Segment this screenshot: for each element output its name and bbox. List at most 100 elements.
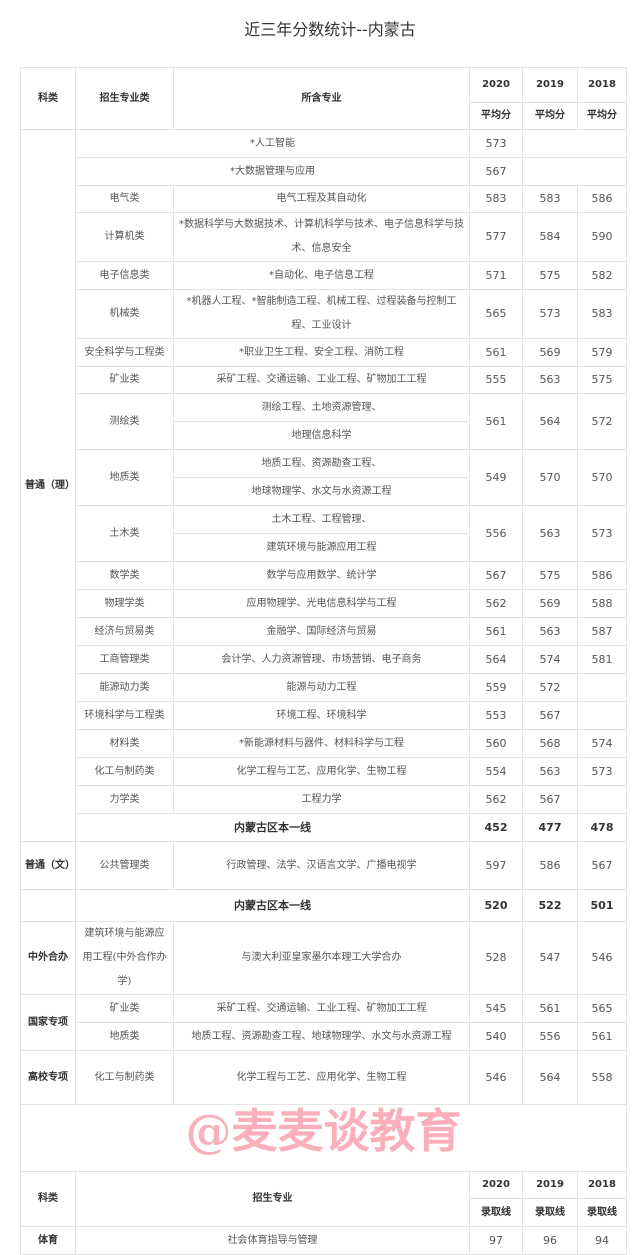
category-cell: 工商管理类: [75, 645, 174, 674]
category-cell: 经济与贸易类: [75, 617, 174, 646]
score-2018: 573: [577, 505, 627, 562]
score-2018: 572: [577, 393, 627, 450]
score-2018: 581: [577, 645, 627, 674]
score-2020: 555: [469, 366, 523, 394]
score-cell: 96: [522, 1226, 578, 1255]
score-cell: 94: [577, 1226, 627, 1255]
major-cell: *机器人工程、*智能制造工程、机械工程、过程装备与控制工程、工业设计: [173, 289, 470, 339]
header-sub: 录取线: [522, 1198, 578, 1227]
table-row: 电气类 电气工程及其自动化 583 583 586: [21, 185, 627, 213]
category-cell: 计算机类: [75, 212, 174, 262]
score-2019: 547: [522, 921, 578, 995]
score-2019: 586: [522, 841, 578, 890]
score-2019: 563: [522, 366, 578, 394]
major-cell: 金融学、国际经济与贸易: [173, 617, 470, 646]
major-cell: 与澳大利亚皇家墨尔本理工大学合办: [173, 921, 470, 995]
kelei-cell: 国家专项: [20, 994, 76, 1051]
header-year: 2018: [577, 1171, 627, 1199]
summary-score: 522: [522, 889, 578, 922]
major-cell: 地理信息科学: [173, 421, 470, 450]
score-2020: 540: [469, 1022, 523, 1051]
spacer-row: @麦麦谈教育: [20, 1104, 627, 1172]
header-sub: 录取线: [469, 1198, 523, 1227]
score-2018: 586: [577, 561, 627, 590]
score-2020: 528: [469, 921, 523, 995]
score-table: 科类 招生专业类 所含专业 2020 2019 2018 平均分 平均分 平均分 普通（理） *人工…: [20, 67, 627, 1255]
score-2019: 583: [522, 185, 578, 213]
kelei-cell: 普通（文）: [20, 841, 76, 890]
category-cell: 矿业类: [75, 366, 174, 394]
score-2019: 567: [522, 701, 578, 730]
score-2020: 561: [469, 338, 523, 367]
score-2018: [577, 673, 627, 702]
major-cell: *人工智能: [75, 129, 470, 158]
major-cell: *自动化、电子信息工程: [173, 261, 470, 290]
score-2020: 577: [469, 212, 523, 262]
table-row: 地质类 地质工程、资源勘查工程、地球物理学、水文与水资源工程 540 556 561: [21, 1022, 627, 1051]
category-cell: 电子信息类: [75, 261, 174, 290]
category-cell: 能源动力类: [75, 673, 174, 702]
score-2018: [577, 701, 627, 730]
score-2019: 575: [522, 561, 578, 590]
page-title: 近三年分数统计--内蒙古: [244, 20, 416, 39]
table-row: 高校专项 化工与制药类 化学工程与工艺、应用化学、生物工程 546 564 558: [20, 1050, 627, 1105]
summary-score: 452: [469, 813, 523, 842]
table-row: 内蒙古区本一线 520 522 501: [20, 889, 627, 922]
score-2019: 574: [522, 645, 578, 674]
score-2020: 565: [469, 289, 523, 339]
score-2018: 582: [577, 261, 627, 290]
score-2018: 561: [577, 1022, 627, 1051]
header-year: 2020: [469, 67, 523, 103]
table-row: 化工与制药类 化学工程与工艺、应用化学、生物工程 554 563 573: [21, 757, 627, 786]
score-2020: 562: [469, 589, 523, 618]
major-cell: 行政管理、法学、汉语言文学、广播电视学: [173, 841, 470, 890]
score-2019: 561: [522, 994, 578, 1023]
score-2020: 564: [469, 645, 523, 674]
kelei-cell: [20, 889, 76, 922]
major-cell: 采矿工程、交通运输、工业工程、矿物加工工程: [173, 366, 470, 394]
category-cell: 土木类: [75, 505, 174, 562]
kelei-cell: 中外合办: [20, 921, 76, 995]
major-cell: 环境工程、环境科学: [173, 701, 470, 730]
major-cell: 能源与动力工程: [173, 673, 470, 702]
table-row: 数学类 数学与应用数学、统计学 567 575 586: [21, 561, 627, 590]
header-kelei: 科类: [20, 1171, 76, 1227]
score-empty: [522, 129, 627, 158]
header-year: 2019: [522, 1171, 578, 1199]
category-cell: 地质类: [75, 449, 174, 506]
table-row: *大数据管理与应用 567: [21, 157, 627, 186]
header-kelei: 科类: [20, 67, 76, 130]
score-2018: 588: [577, 589, 627, 618]
score-2020: 567: [469, 561, 523, 590]
summary-score: 477: [522, 813, 578, 842]
score-2019: 563: [522, 617, 578, 646]
table-row: 材料类 *新能源材料与器件、材料科学与工程 560 568 574: [21, 729, 627, 758]
table-row: 工商管理类 会计学、人力资源管理、市场营销、电子商务 564 574 581: [21, 645, 627, 674]
major-cell: 化学工程与工艺、应用化学、生物工程: [173, 757, 470, 786]
score-2019: 570: [522, 449, 578, 506]
major-cell: 社会体育指导与管理: [75, 1226, 470, 1255]
score-2020: 559: [469, 673, 523, 702]
kelei-cell: 高校专项: [20, 1050, 76, 1105]
category-cell: 环境科学与工程类: [75, 701, 174, 730]
table-row: 电子信息类 *自动化、电子信息工程 571 575 582: [21, 261, 627, 290]
score-2018: 586: [577, 185, 627, 213]
score-2018: 590: [577, 212, 627, 262]
table-row: 体育 社会体育指导与管理 97 96 94: [20, 1226, 627, 1255]
table-row: @麦麦谈教育: [20, 1104, 627, 1172]
table-row: 建筑环境与能源应用工程: [21, 533, 627, 562]
header-year: 2018: [577, 67, 627, 103]
table-row: 力学类 工程力学 562 567: [21, 785, 627, 814]
category-cell: 矿业类: [75, 994, 174, 1023]
score-2020: 556: [469, 505, 523, 562]
header-sub: 录取线: [577, 1198, 627, 1227]
kelei-cell: 体育: [20, 1226, 76, 1255]
category-cell: 材料类: [75, 729, 174, 758]
category-cell: 测绘类: [75, 393, 174, 450]
table-row: 科类 招生专业 2020 2019 2018: [20, 1171, 627, 1227]
summary-label: 内蒙古区本一线: [75, 889, 470, 922]
table-row: 机械类 *机器人工程、*智能制造工程、机械工程、过程装备与控制工程、工业设计 565…: [21, 289, 627, 339]
score-2020: 553: [469, 701, 523, 730]
major-cell: 地球物理学、水文与水资源工程: [173, 477, 470, 506]
header-sub: 平均分: [522, 102, 578, 130]
